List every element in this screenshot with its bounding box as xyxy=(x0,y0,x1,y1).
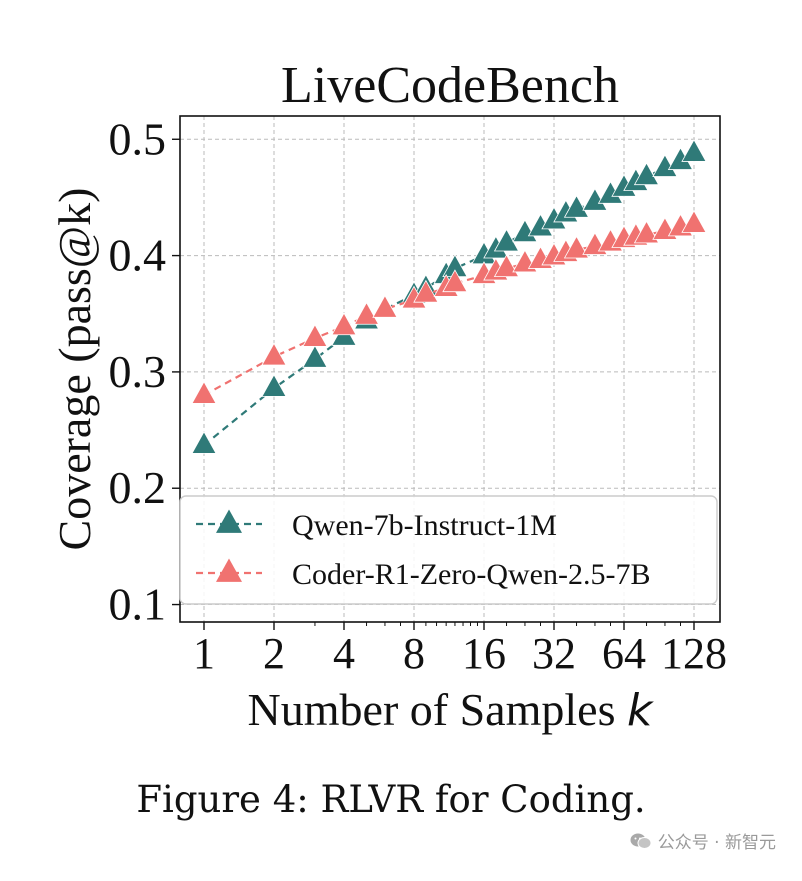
x-tick-label: 128 xyxy=(661,629,727,678)
x-ticks: 1 2 4 8 16 32 64 128 xyxy=(193,622,727,678)
data-point xyxy=(261,373,287,397)
wechat-icon xyxy=(630,833,652,849)
data-point xyxy=(302,344,328,368)
watermark-text: 公众号 · 新智元 xyxy=(657,833,776,853)
x-tick-label: 8 xyxy=(403,629,425,678)
x-tick-label: 4 xyxy=(333,629,355,678)
legend-label: Coder-R1-Zero-Qwen-2.5-7B xyxy=(292,558,650,591)
data-point xyxy=(353,301,380,325)
data-point xyxy=(633,220,660,244)
x-tick-label: 32 xyxy=(532,629,576,678)
series-layer xyxy=(191,139,707,454)
legend: Qwen-7b-Instruct-1M Coder-R1-Zero-Qwen-2.… xyxy=(179,495,718,605)
data-point xyxy=(261,342,287,366)
data-point xyxy=(191,430,217,454)
y-tick-label: 0.4 xyxy=(109,230,167,281)
y-tick-label: 0.5 xyxy=(109,113,167,164)
watermark: 公众号 · 新智元 xyxy=(630,828,776,853)
data-point xyxy=(372,294,398,318)
x-axis-label-var: k xyxy=(627,685,654,736)
x-tick-label: 1 xyxy=(193,629,215,678)
data-point xyxy=(493,228,520,252)
figure-caption: Figure 4: RLVR for Coding. xyxy=(136,778,646,821)
y-tick-label: 0.2 xyxy=(109,462,167,513)
data-point xyxy=(493,254,520,277)
plot-frame xyxy=(179,115,721,623)
x-axis-label-text: Number of Samples xyxy=(248,684,616,735)
x-tick-label: 2 xyxy=(263,629,285,678)
legend-marker xyxy=(216,509,242,533)
data-point xyxy=(331,312,357,336)
y-axis-label: Coverage (pass@k) xyxy=(49,188,100,551)
legend-box xyxy=(179,495,718,605)
data-point xyxy=(413,279,439,303)
data-point xyxy=(563,235,590,259)
x-tick-label: 64 xyxy=(602,629,646,678)
y-tick-label: 0.1 xyxy=(109,579,167,630)
data-point xyxy=(442,269,468,293)
legend-label: Qwen-7b-Instruct-1M xyxy=(292,509,557,542)
data-point xyxy=(302,323,328,347)
data-point xyxy=(563,194,590,218)
x-axis-label: Number of Samples k xyxy=(248,684,654,736)
y-tick-label: 0.3 xyxy=(109,346,167,397)
data-point xyxy=(681,209,707,233)
legend-marker xyxy=(216,558,242,582)
series-line xyxy=(203,152,695,447)
legend-items: Qwen-7b-Instruct-1M Coder-R1-Zero-Qwen-2.… xyxy=(196,509,650,591)
chart-title: LiveCodeBench xyxy=(281,57,619,114)
data-point xyxy=(681,139,707,162)
x-tick-label: 16 xyxy=(462,629,506,678)
data-point xyxy=(191,380,217,404)
data-point xyxy=(633,162,660,186)
series-2 xyxy=(191,209,707,404)
y-ticks: 0.1 0.2 0.3 0.4 0.5 xyxy=(109,113,180,630)
